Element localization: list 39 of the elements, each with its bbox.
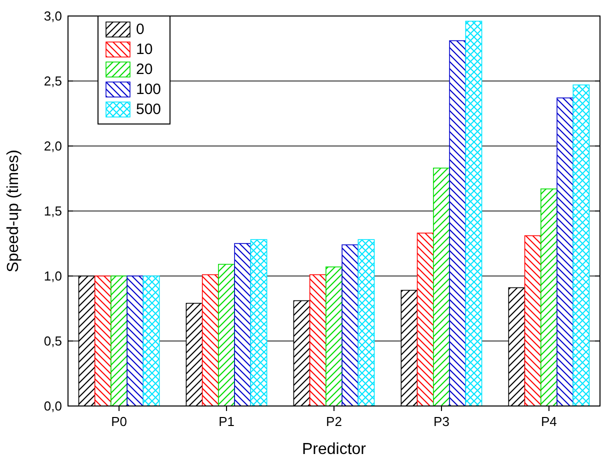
bar [342, 244, 359, 406]
bar [433, 168, 450, 406]
x-tick-label: P3 [434, 414, 450, 429]
y-tick-label: 1,0 [44, 268, 62, 284]
bar [416, 232, 434, 406]
y-tick-label: 3,0 [44, 8, 62, 24]
x-tick-label: P0 [111, 414, 128, 429]
bar [572, 84, 590, 406]
bar [326, 266, 342, 406]
bar [465, 20, 482, 406]
y-tick-label: 0,0 [44, 398, 62, 414]
y-tick-label: 2,0 [44, 138, 62, 154]
legend-label: 20 [136, 61, 153, 78]
x-tick-label: P2 [326, 414, 342, 429]
y-tick-label: 2,5 [44, 74, 62, 89]
bar [218, 264, 235, 406]
bar [449, 40, 466, 406]
x-tick-label: P4 [540, 414, 557, 429]
legend-label: 500 [136, 101, 162, 118]
bar [126, 276, 144, 406]
y-tick-label: 1,5 [44, 204, 62, 219]
bar [142, 276, 160, 406]
bar [250, 239, 268, 406]
bar [309, 274, 326, 406]
bar [110, 276, 128, 406]
x-axis-title: Predictor [302, 441, 367, 458]
y-axis-title: Speed-up (times) [5, 150, 22, 272]
bar [540, 188, 558, 406]
legend-label: 100 [136, 81, 162, 98]
bar [358, 239, 375, 406]
x-tick-label: P1 [218, 414, 234, 429]
bar [202, 274, 219, 406]
legend-label: 10 [136, 41, 153, 58]
bar [94, 276, 112, 406]
bar [524, 235, 542, 406]
bar [556, 98, 574, 406]
y-tick-label: 0,5 [44, 334, 62, 349]
bar [234, 243, 252, 406]
legend-label: 0 [136, 21, 144, 38]
